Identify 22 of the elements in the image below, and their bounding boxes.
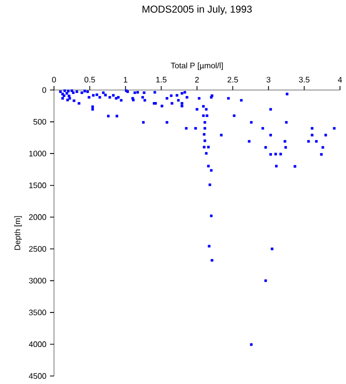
y-tick-label: 2000 <box>29 214 46 220</box>
x-tick-label: 2 <box>195 76 200 82</box>
chart-title: MODS2005 in July, 1993 <box>142 5 252 15</box>
y-tick-label: 3000 <box>29 278 46 284</box>
x-tick-label: 0.5 <box>84 76 96 82</box>
x-tick-label: 4 <box>338 76 342 82</box>
x-tick-label: 1.5 <box>156 76 167 82</box>
y-tick-label: 2500 <box>29 246 46 252</box>
x-axis-title: Total P [µmol/l] <box>171 62 223 70</box>
x-tick-label: 3.5 <box>299 76 310 82</box>
x-tick-label: 0 <box>52 76 56 82</box>
y-tick-label: 4500 <box>29 373 46 379</box>
y-tick-label: 500 <box>34 118 46 125</box>
x-tick-label: 1 <box>124 76 128 82</box>
y-tick-label: 3500 <box>29 310 46 316</box>
y-tick-label: 1000 <box>30 150 46 156</box>
x-tick-label: 3 <box>266 76 271 82</box>
y-axis-title: Depth [m] <box>14 216 22 250</box>
x-tick-label: 2.5 <box>228 76 238 82</box>
y-tick-label: 1500 <box>30 182 46 188</box>
y-tick-label: 4000 <box>29 341 46 348</box>
y-tick-label: 0 <box>42 87 46 93</box>
